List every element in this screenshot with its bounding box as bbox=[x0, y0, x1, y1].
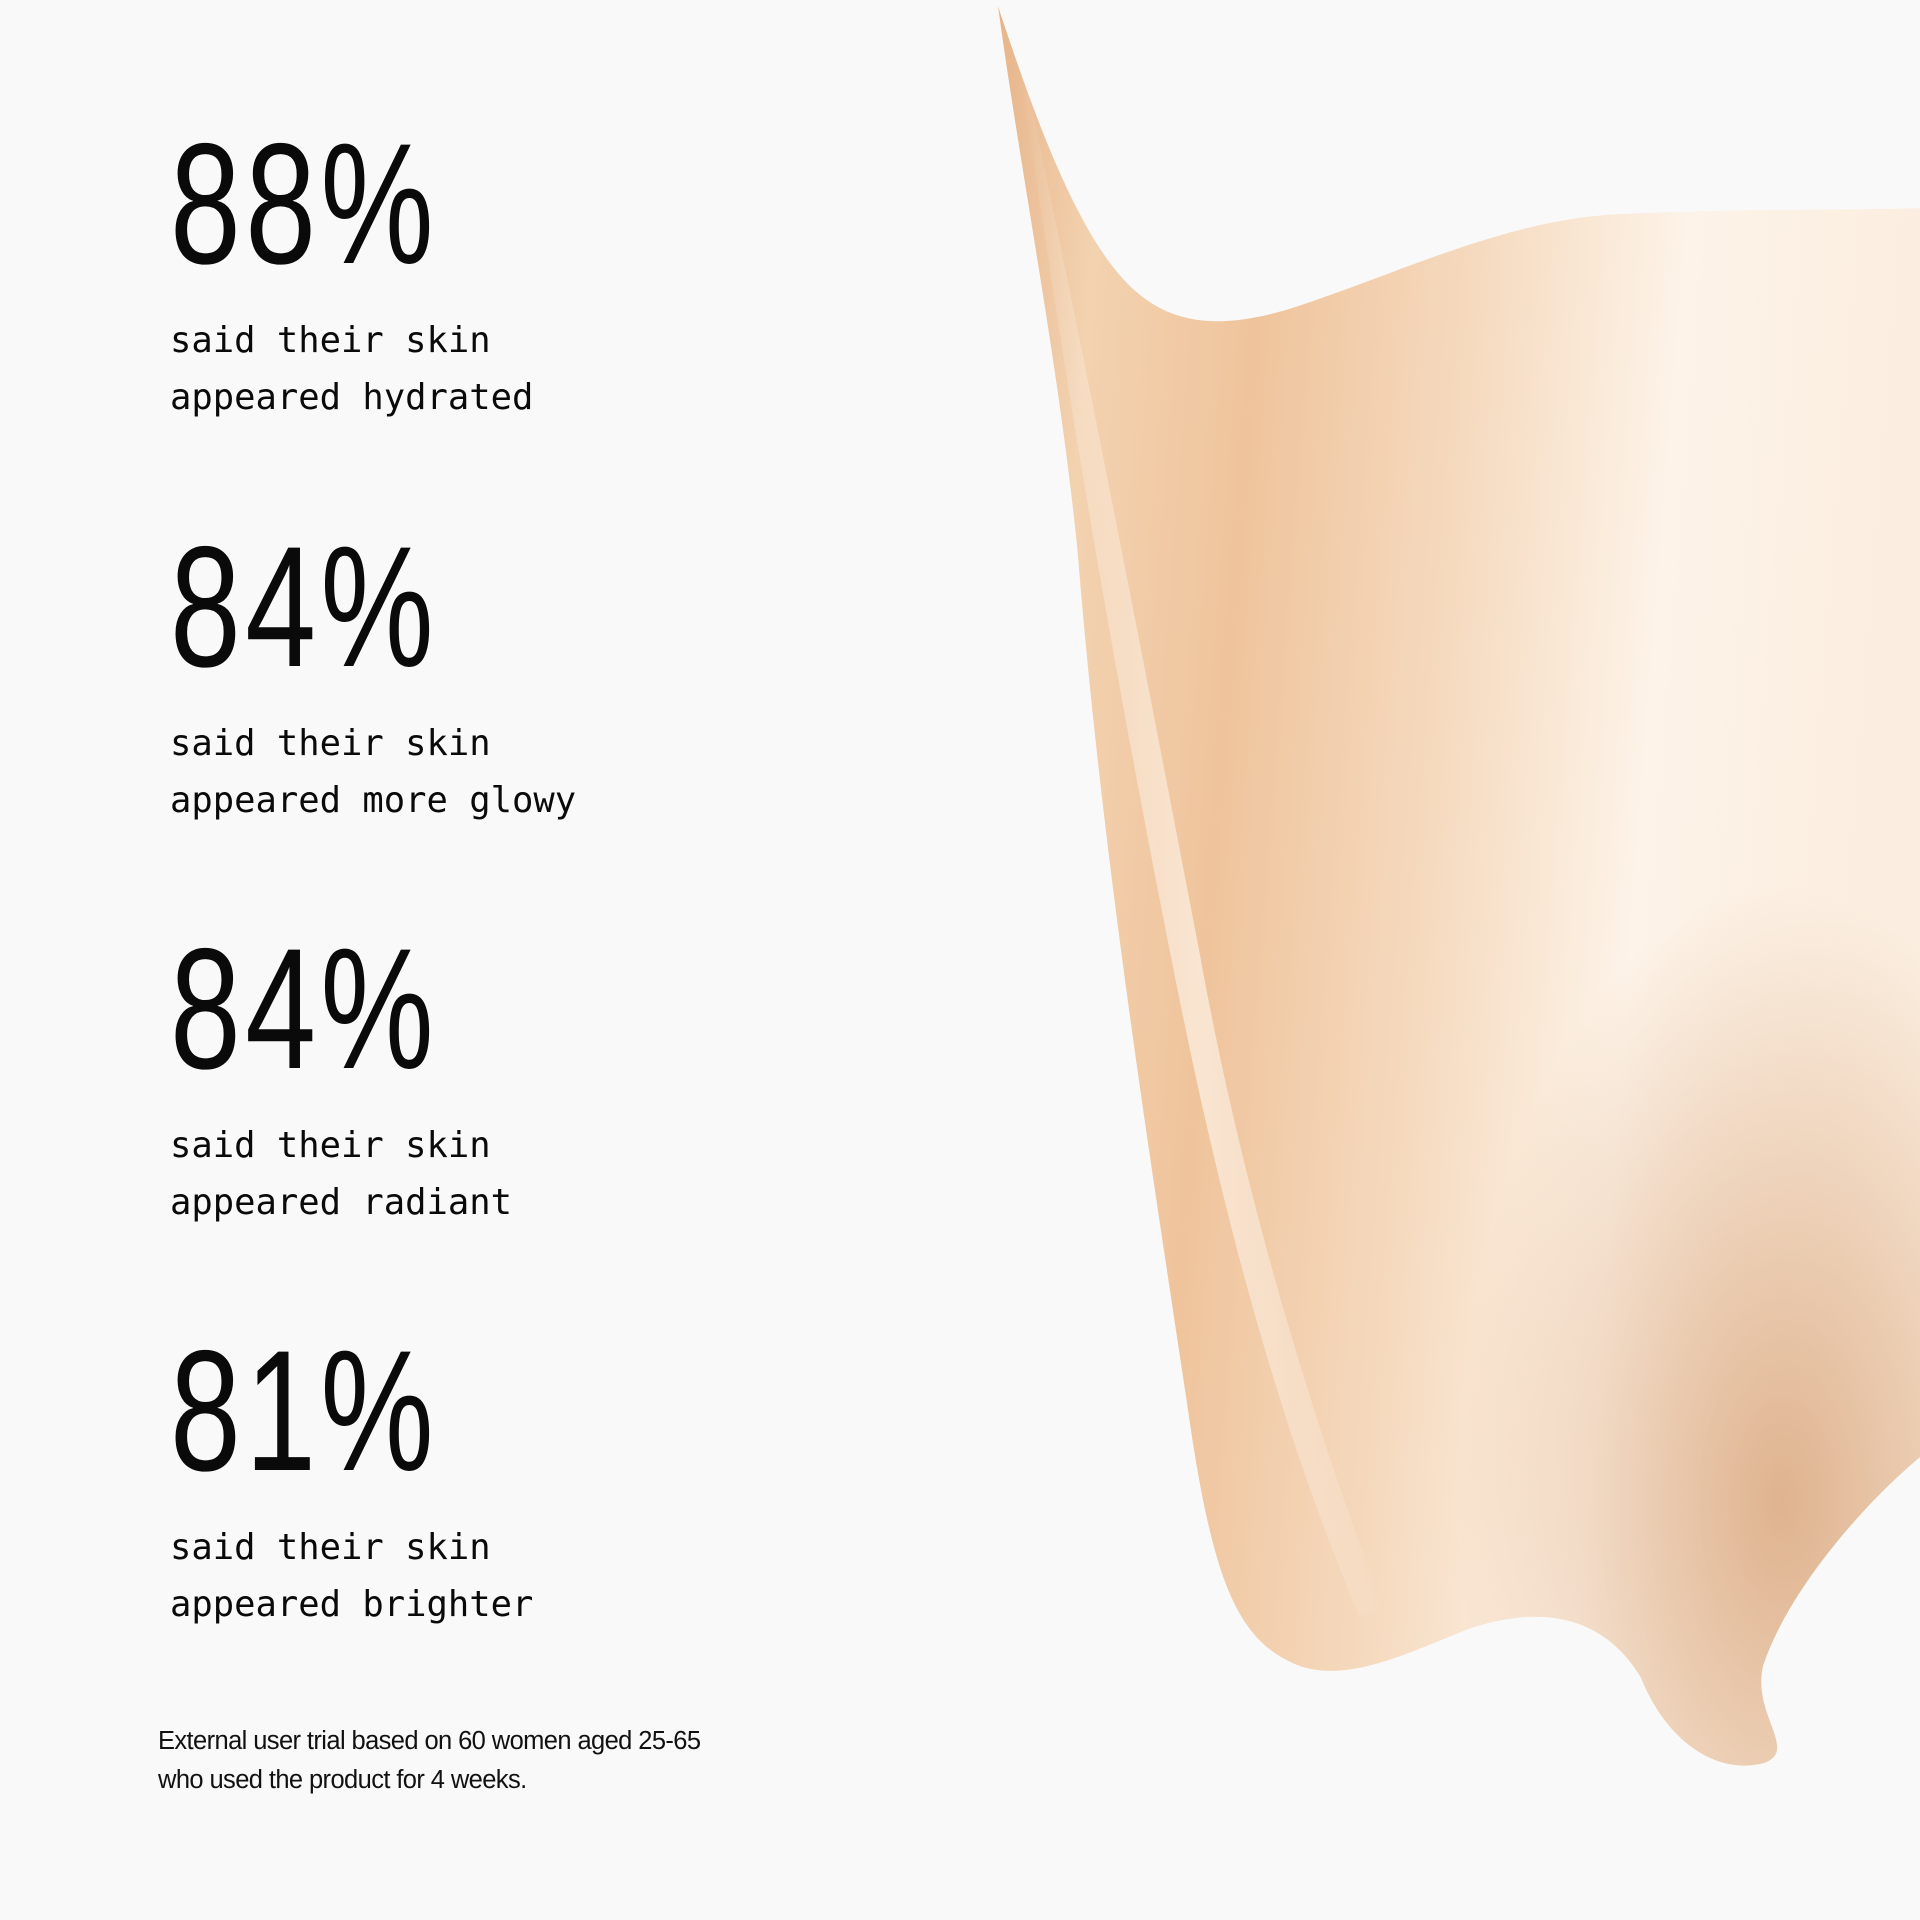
trial-footnote: External user trial based on 60 women ag… bbox=[158, 1722, 701, 1800]
stat-line: said their skin bbox=[170, 1125, 491, 1166]
stat-description: said their skin appeared more glowy bbox=[170, 715, 576, 829]
stat-brighter: 81% said their skin appeared brighter bbox=[170, 1325, 533, 1633]
stat-hydrated: 88% said their skin appeared hydrated bbox=[170, 118, 533, 426]
stat-value: 88% bbox=[170, 108, 439, 300]
stat-line: appeared radiant bbox=[170, 1182, 512, 1223]
stat-glowy: 84% said their skin appeared more glowy bbox=[170, 521, 576, 829]
stat-line: appeared hydrated bbox=[170, 377, 534, 418]
stat-radiant: 84% said their skin appeared radiant bbox=[170, 923, 532, 1231]
stat-description: said their skin appeared hydrated bbox=[170, 312, 533, 426]
stat-line: appeared brighter bbox=[170, 1584, 534, 1625]
stat-description: said their skin appeared brighter bbox=[170, 1519, 533, 1633]
footnote-line: External user trial based on 60 women ag… bbox=[158, 1727, 701, 1755]
stat-value: 84% bbox=[170, 511, 439, 703]
stat-line: said their skin bbox=[170, 1527, 491, 1568]
footnote-line: who used the product for 4 weeks. bbox=[158, 1766, 527, 1794]
stat-line: appeared more glowy bbox=[170, 780, 577, 821]
stat-line: said their skin bbox=[170, 320, 491, 361]
stat-line: said their skin bbox=[170, 723, 491, 764]
stat-value: 84% bbox=[170, 913, 439, 1105]
stat-value: 81% bbox=[170, 1315, 439, 1507]
stat-description: said their skin appeared radiant bbox=[170, 1117, 532, 1231]
